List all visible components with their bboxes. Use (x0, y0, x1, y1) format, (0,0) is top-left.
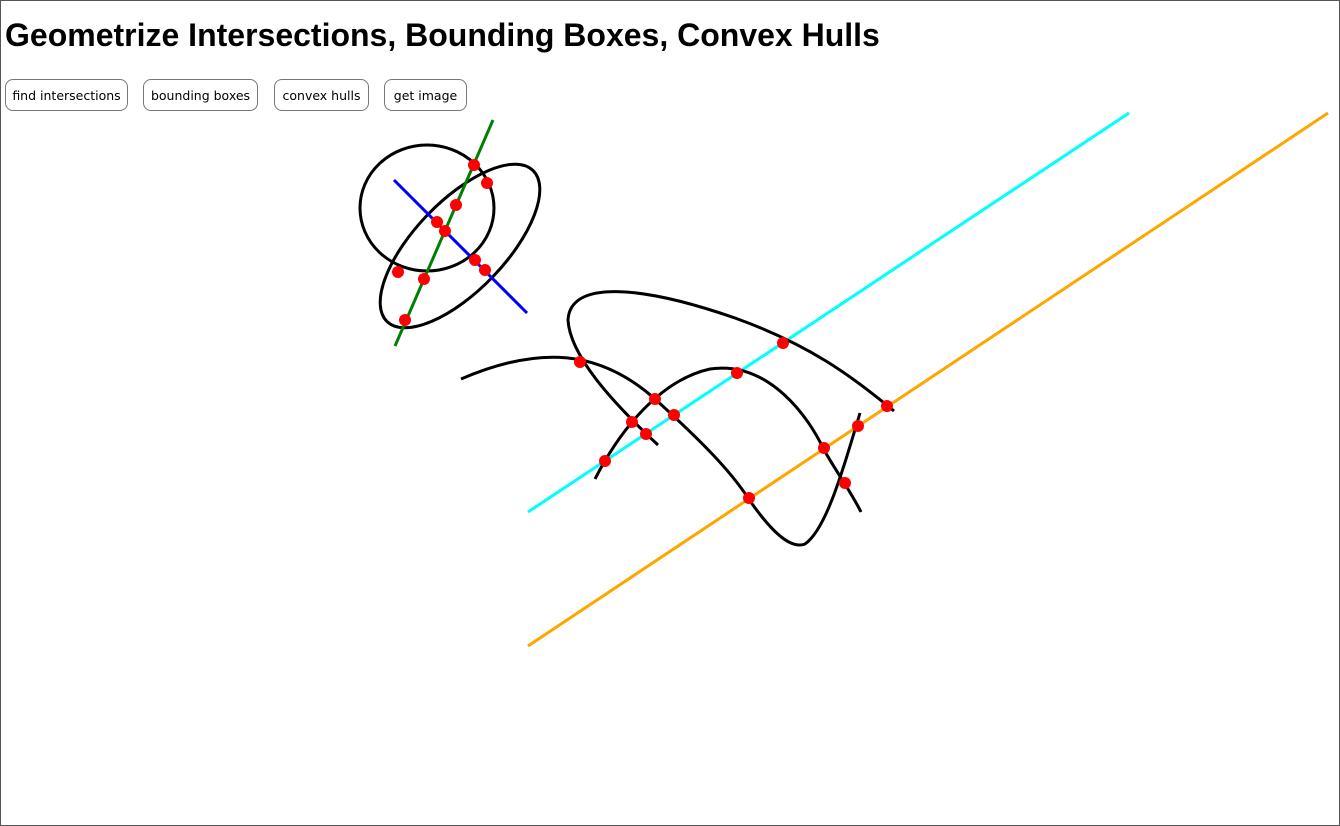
convex-hulls-button[interactable]: convex hulls (274, 79, 369, 111)
bounding-boxes-button[interactable]: bounding boxes (143, 79, 258, 111)
page-title: Geometrize Intersections, Bounding Boxes… (5, 17, 880, 53)
get-image-button[interactable]: get image (384, 79, 467, 111)
find-intersections-button[interactable]: find intersections (5, 79, 128, 111)
